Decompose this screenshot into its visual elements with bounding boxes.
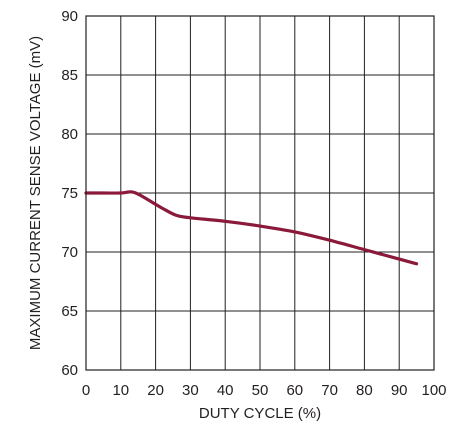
y-tick-label: 65 (61, 303, 78, 320)
x-tick-label: 20 (147, 382, 164, 399)
x-tick-label: 80 (356, 382, 373, 399)
x-tick-label: 40 (217, 382, 234, 399)
x-tick-label: 50 (252, 382, 269, 399)
x-axis-label: DUTY CYCLE (%) (199, 405, 321, 422)
series-line (84, 190, 419, 266)
series-layer (84, 190, 419, 266)
y-tick-label: 90 (61, 8, 78, 25)
y-tick-label: 70 (61, 244, 78, 261)
y-tick-label: 60 (61, 362, 78, 379)
x-tick-label: 30 (182, 382, 199, 399)
plot-frame (85, 15, 435, 371)
tick-labels: 0 10 20 30 40 50 60 70 80 90 100 60 65 70 75 80 85 90 (61, 8, 446, 399)
x-tick-label: 100 (421, 382, 446, 399)
grid-lines (86, 16, 434, 370)
x-tick-label: 0 (82, 382, 90, 399)
x-tick-label: 60 (286, 382, 303, 399)
x-tick-label: 10 (112, 382, 129, 399)
y-tick-label: 80 (61, 126, 78, 143)
x-tick-label: 70 (321, 382, 338, 399)
y-tick-label: 85 (61, 67, 78, 84)
x-tick-label: 90 (391, 382, 408, 399)
y-axis-label: MAXIMUM CURRENT SENSE VOLTAGE (mV) (27, 36, 44, 350)
y-tick-label: 75 (61, 185, 78, 202)
